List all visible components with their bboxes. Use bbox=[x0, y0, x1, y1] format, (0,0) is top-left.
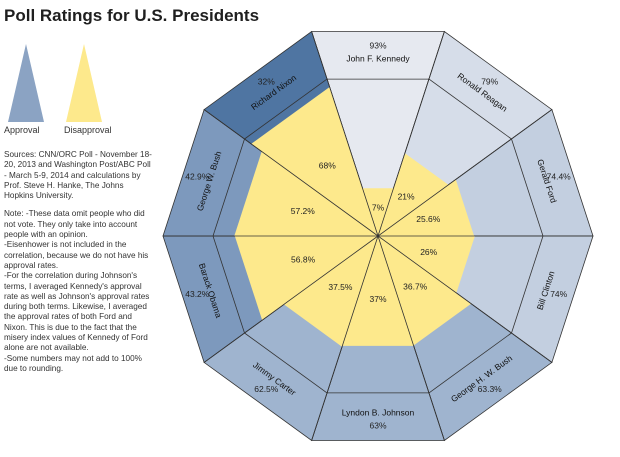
approval-value-label: 63% bbox=[369, 420, 386, 430]
disapproval-value-label: 68% bbox=[319, 161, 336, 171]
approval-value-label: 74.4% bbox=[547, 172, 572, 182]
disapproval-legend-label: Disapproval bbox=[64, 125, 112, 135]
approval-value-label: 42.9% bbox=[185, 172, 210, 182]
disapproval-value-label: 36.7% bbox=[403, 281, 428, 291]
disapproval-value-label: 37.5% bbox=[328, 282, 353, 292]
approval-value-label: 43.2% bbox=[185, 289, 210, 299]
approval-value-label: 79% bbox=[481, 77, 498, 87]
disapproval-wedge bbox=[234, 236, 378, 321]
name-ring-edge bbox=[428, 332, 512, 394]
approval-value-label: 32% bbox=[258, 77, 275, 87]
legend: Approval Disapproval bbox=[4, 42, 154, 142]
disapproval-wedge bbox=[283, 236, 378, 347]
disapproval-value-label: 26% bbox=[420, 247, 437, 257]
disapproval-wedge bbox=[378, 153, 449, 236]
president-name-label: John F. Kennedy bbox=[346, 53, 410, 63]
name-ring-edge bbox=[428, 78, 512, 140]
spoke-line bbox=[203, 109, 379, 237]
disapproval-wedge bbox=[378, 236, 475, 293]
approval-swatch bbox=[8, 44, 44, 122]
disapproval-value-label: 37% bbox=[369, 294, 386, 304]
president-name-label: Lyndon B. Johnson bbox=[342, 407, 415, 417]
name-ring-edge bbox=[244, 78, 328, 140]
disapproval-swatch bbox=[66, 44, 102, 122]
name-ring-edge bbox=[212, 235, 245, 334]
page-title: Poll Ratings for U.S. Presidents bbox=[4, 6, 260, 25]
disapproval-value-label: 25.6% bbox=[416, 214, 441, 224]
spoke-line bbox=[377, 109, 553, 237]
spoke-line bbox=[203, 235, 379, 363]
disapproval-value-label: 7% bbox=[372, 203, 385, 213]
name-ring-edge bbox=[212, 138, 245, 237]
note-line: -Some numbers may not add to 100% due to… bbox=[4, 353, 142, 373]
disapproval-wedge bbox=[378, 236, 472, 346]
approval-value-label: 62.5% bbox=[254, 384, 279, 394]
legend-swatches bbox=[8, 44, 102, 122]
name-ring-edge bbox=[244, 332, 328, 394]
disapproval-wedge bbox=[378, 179, 475, 236]
spoke-line bbox=[377, 235, 445, 441]
disapproval-wedge bbox=[342, 236, 414, 346]
note-line: -Eisenhower is not included in the corre… bbox=[4, 240, 149, 270]
approval-value-label: 74% bbox=[550, 289, 567, 299]
disapproval-wedge bbox=[251, 87, 378, 236]
disapproval-wedge bbox=[362, 188, 394, 236]
disapproval-value-label: 21% bbox=[398, 192, 415, 202]
notes-text: Note: -These data omit people who did no… bbox=[4, 209, 152, 374]
spoke-line bbox=[377, 235, 553, 363]
disapproval-value-label: 57.2% bbox=[291, 206, 316, 216]
spoke-line bbox=[377, 31, 445, 237]
note-line: Note: -These data omit people who did no… bbox=[4, 209, 145, 240]
sources-text: Sources: CNN/ORC Poll - November 18-20, … bbox=[4, 150, 152, 201]
notes-panel: Sources: CNN/ORC Poll - November 18-20, … bbox=[4, 150, 152, 382]
note-line: -For the correlation during Johnson's te… bbox=[4, 271, 150, 353]
name-ring-edge bbox=[511, 138, 544, 237]
approval-legend-label: Approval bbox=[4, 125, 40, 135]
spoke-line bbox=[311, 235, 379, 441]
disapproval-value-label: 56.8% bbox=[291, 255, 316, 265]
disapproval-wedge bbox=[234, 151, 378, 236]
name-ring-edge bbox=[511, 235, 544, 334]
approval-value-label: 63.3% bbox=[478, 384, 503, 394]
approval-value-label: 93% bbox=[369, 40, 386, 50]
spoke-line bbox=[311, 31, 379, 237]
